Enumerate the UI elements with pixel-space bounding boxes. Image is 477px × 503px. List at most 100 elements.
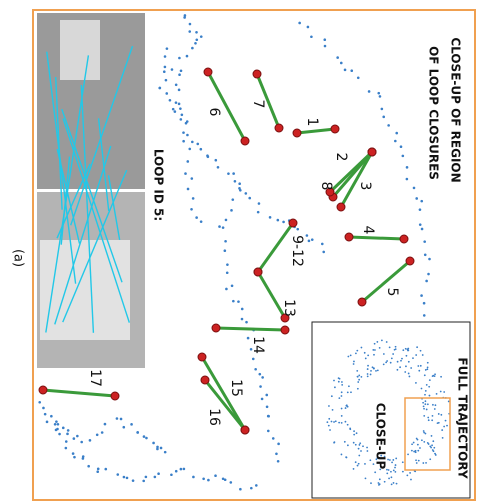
trajectory-point [355, 352, 357, 354]
trajectory-point [389, 347, 391, 349]
trajectory-point [189, 23, 192, 26]
trajectory-point [367, 365, 369, 367]
loop-line [216, 328, 285, 330]
trajectory-point [417, 365, 419, 367]
trajectory-point [375, 370, 377, 372]
trajectory-point [255, 484, 258, 487]
loop-label: 3 [357, 182, 373, 191]
caption: (a) [11, 249, 26, 267]
trajectory-point [358, 455, 360, 457]
trajectory-point [391, 461, 393, 463]
trajectory-point [338, 377, 340, 379]
trajectory-point [57, 423, 60, 426]
trajectory-point [427, 367, 429, 369]
trajectory-point [417, 439, 419, 441]
trajectory-point [65, 447, 68, 450]
trajectory-point [269, 216, 272, 219]
trajectory-point [346, 457, 348, 459]
trajectory-point [183, 468, 186, 471]
trajectory-point [400, 360, 402, 362]
trajectory-point [423, 240, 426, 243]
trajectory-point [227, 172, 230, 175]
trajectory-point [334, 386, 336, 388]
trajectory-point [415, 382, 417, 384]
trajectory-point [433, 447, 435, 449]
trajectory-point [214, 474, 217, 477]
trajectory-point [207, 155, 210, 158]
trajectory-point [182, 140, 185, 143]
trajectory-point [218, 225, 221, 228]
trajectory-point [261, 398, 264, 401]
trajectory-point [238, 187, 241, 190]
loop-endpoint [212, 324, 220, 332]
trajectory-point [424, 394, 426, 396]
trajectory-point [186, 120, 189, 123]
trajectory-point [348, 385, 350, 387]
trajectory-point [143, 435, 146, 438]
trajectory-point [322, 251, 325, 254]
trajectory-point [428, 443, 430, 445]
trajectory-point [174, 110, 177, 113]
trajectory-point [179, 107, 182, 110]
trajectory-point [195, 38, 198, 41]
trajectory-point [404, 371, 406, 373]
trajectory-point [55, 420, 58, 423]
trajectory-point [310, 35, 313, 38]
trajectory-point [175, 101, 178, 104]
photo-detail [40, 240, 130, 340]
trajectory-point [338, 381, 340, 383]
trajectory-point [345, 421, 347, 423]
trajectory-point [434, 375, 436, 377]
loop-label: 16 [206, 408, 222, 426]
trajectory-point [358, 463, 360, 465]
trajectory-point [217, 166, 220, 169]
trajectory-point [183, 16, 186, 19]
trajectory-point [341, 422, 343, 424]
trajectory-point [367, 354, 369, 356]
trajectory-point [170, 473, 173, 476]
trajectory-point [171, 68, 174, 71]
trajectory-point [192, 197, 195, 200]
trajectory-point [277, 443, 280, 446]
trajectory-point [423, 314, 426, 317]
trajectory-point [338, 397, 340, 399]
trajectory-point [417, 444, 419, 446]
trajectory-point [429, 379, 431, 381]
trajectory-point [421, 439, 423, 441]
trajectory-point [446, 425, 448, 427]
loop-endpoint [198, 353, 206, 361]
trajectory-point [178, 57, 181, 60]
trajectory-point [259, 385, 262, 388]
trajectory-point [46, 421, 49, 424]
trajectory-point [321, 243, 324, 246]
trajectory-point [67, 429, 70, 432]
trajectory-point [402, 155, 405, 158]
trajectory-point [241, 318, 244, 321]
trajectory-point [369, 459, 371, 461]
trajectory-point [367, 373, 369, 375]
trajectory-point [62, 427, 65, 430]
trajectory-point [72, 452, 75, 455]
trajectory-point [418, 460, 420, 462]
loop-label: 8 [318, 182, 334, 191]
trajectory-point [200, 148, 203, 151]
loop-endpoint [253, 70, 261, 78]
trajectory-point [166, 47, 169, 50]
trajectory-point [338, 422, 340, 424]
loop-label: 5 [384, 288, 400, 297]
trajectory-point [389, 459, 391, 461]
trajectory-point [391, 483, 393, 485]
trajectory-point [360, 450, 362, 452]
trajectory-point [232, 300, 235, 303]
trajectory-point [332, 409, 334, 411]
trajectory-point [431, 435, 433, 437]
trajectory-point [431, 444, 433, 446]
trajectory-point [226, 263, 229, 266]
trajectory-point [200, 35, 203, 38]
trajectory-point [42, 407, 45, 410]
trajectory-point [178, 103, 181, 106]
trajectory-point [277, 460, 280, 463]
trajectory-point [357, 76, 360, 79]
trajectory-point [402, 471, 404, 473]
trajectory-point [347, 356, 349, 358]
